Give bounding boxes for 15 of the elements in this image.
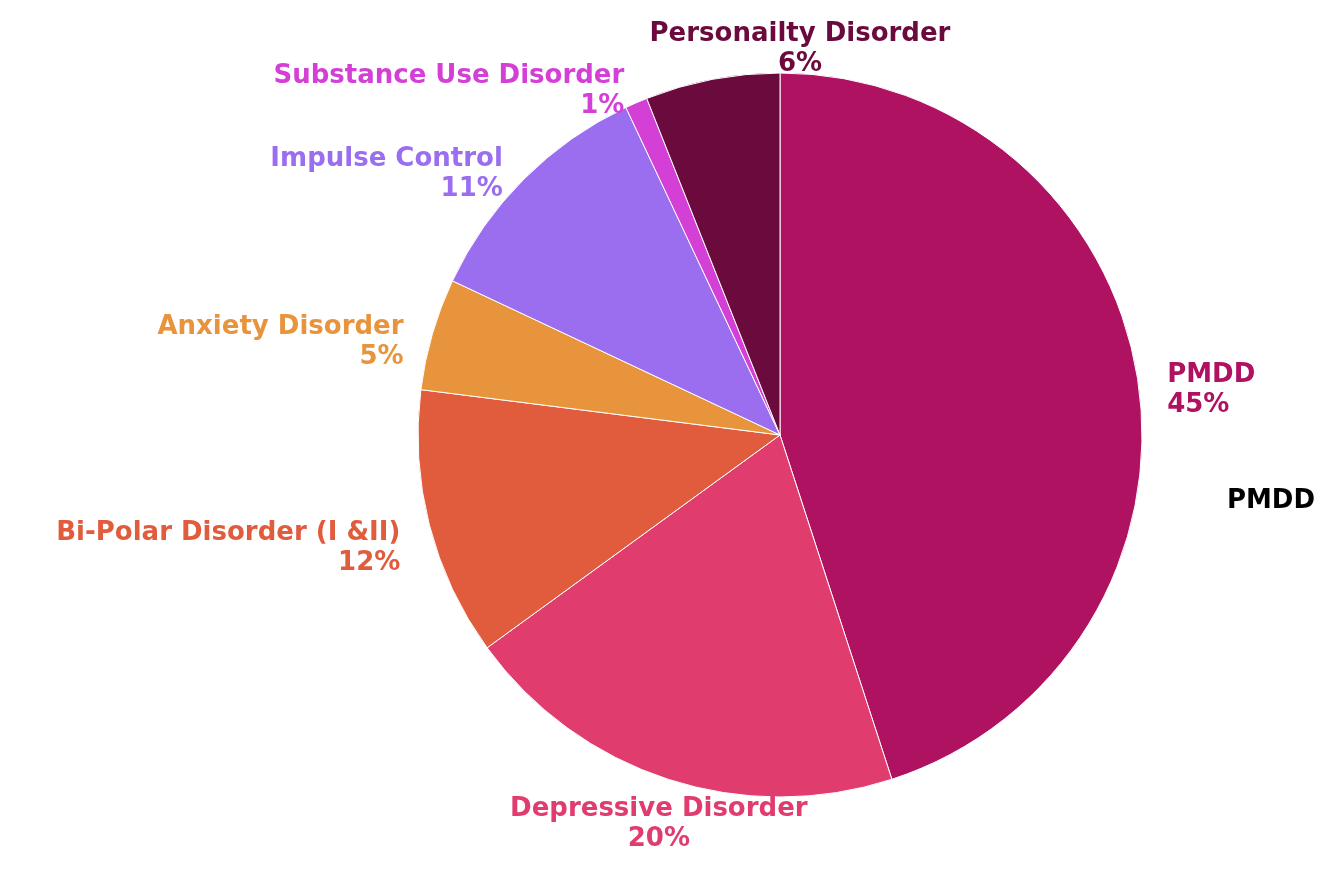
data-label: 12% bbox=[338, 546, 401, 577]
slice-label: Personailty Disorder bbox=[649, 17, 951, 47]
data-label: 20% bbox=[627, 821, 690, 852]
data-label: 45% bbox=[1167, 387, 1230, 418]
data-label: 11% bbox=[440, 171, 503, 202]
slice-label: Impulse Control bbox=[270, 141, 503, 172]
slice-label: Substance Use Disorder bbox=[273, 59, 625, 90]
slice-label: Bi-Polar Disorder (I &II) bbox=[56, 516, 401, 547]
slice-label: Depressive Disorder bbox=[510, 791, 808, 822]
data-label: 5% bbox=[359, 339, 404, 370]
data-label: 6% bbox=[777, 47, 823, 77]
data-label: 1% bbox=[580, 89, 625, 120]
slice-label: Anxiety Disorder bbox=[157, 309, 404, 340]
slice-label: PMDD bbox=[1167, 357, 1256, 388]
text: PMDD bbox=[1226, 484, 1315, 514]
